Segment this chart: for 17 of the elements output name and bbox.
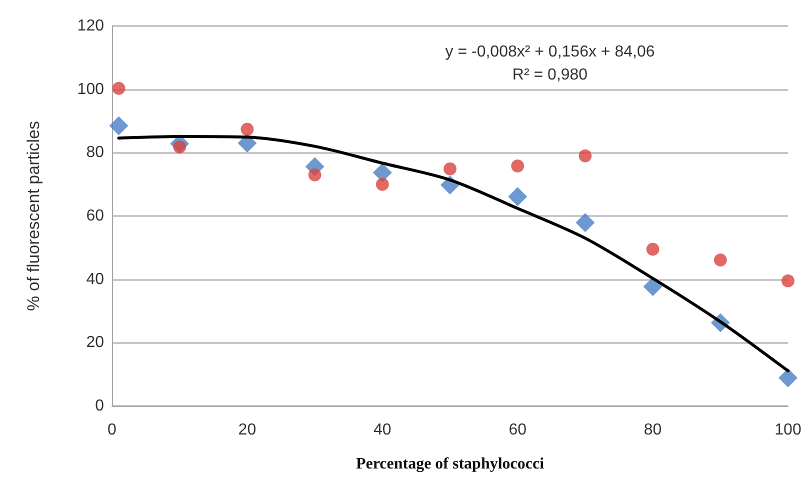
y-tick-label: 80 — [86, 144, 104, 162]
y-tick-label: 100 — [77, 80, 104, 98]
x-tick-label: 100 — [774, 422, 802, 438]
y-tick-label: 120 — [77, 18, 104, 34]
annotation: y = -0,008x² + 0,156x + 84,06 — [445, 44, 655, 60]
x-tick-label: 20 — [238, 422, 256, 438]
y-tick-label: 20 — [86, 334, 104, 352]
x-tick-label: 0 — [108, 422, 117, 438]
x-tick-label: 40 — [374, 422, 392, 438]
x-axis-title: Percentage of staphylococci — [356, 456, 545, 472]
y-tick-label: 40 — [86, 270, 104, 288]
x-tick-label: 60 — [508, 422, 527, 438]
y-tick-label: 60 — [86, 208, 104, 224]
x-tick-label: 80 — [644, 422, 662, 438]
y-axis-title: % of fluorescent particles — [24, 121, 43, 311]
y-tick-label: 0 — [95, 398, 104, 414]
annotation: R² = 0,980 — [512, 66, 588, 84]
